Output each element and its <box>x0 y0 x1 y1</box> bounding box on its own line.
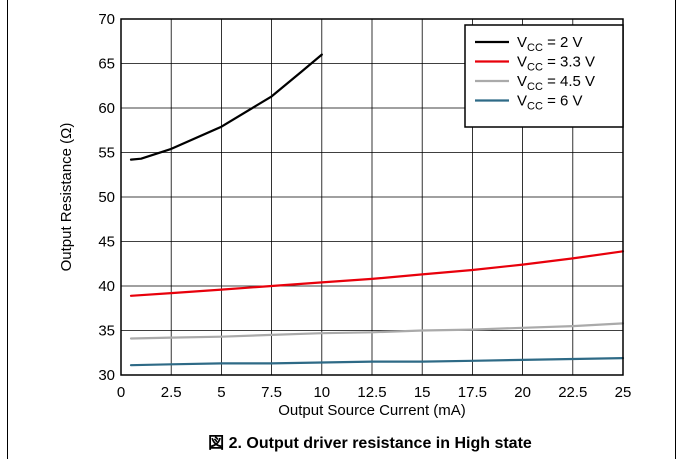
series-line-0 <box>129 53 323 161</box>
x-tick-label: 17.5 <box>458 384 487 401</box>
figure-caption: 図 2. Output driver resistance in High st… <box>208 434 532 452</box>
legend-label-1: VCC = 3.3 V <box>517 54 595 74</box>
x-tick-label: 12.5 <box>357 384 386 401</box>
y-tick-label: 55 <box>98 145 115 162</box>
x-axis-title: Output Source Current (mA) <box>278 402 466 419</box>
y-tick-label: 50 <box>98 189 115 206</box>
x-tick-label: 0 <box>117 384 125 401</box>
legend-label-0: VCC = 2 V <box>517 34 583 54</box>
legend-label-2: VCC = 4.5 V <box>517 73 595 93</box>
series-line-2 <box>129 322 625 340</box>
legend-label-3: VCC = 6 V <box>517 93 583 113</box>
series-lines <box>129 53 625 367</box>
chart: 0 2.5 5 7.5 10 12.5 15 17.5 20 22.5 25 30 35 40 45 50 5… <box>58 11 632 452</box>
x-tick-label: 10 <box>313 384 330 401</box>
x-tick-label: 15 <box>414 384 431 401</box>
y-tick-labels: 30 35 40 45 50 55 60 65 70 <box>98 11 115 384</box>
x-tick-label: 20 <box>514 384 531 401</box>
x-tick-label: 7.5 <box>261 384 282 401</box>
x-tick-label: 25 <box>615 384 632 401</box>
y-tick-label: 45 <box>98 234 115 251</box>
y-tick-label: 70 <box>98 11 115 28</box>
figure-frame: 0 2.5 5 7.5 10 12.5 15 17.5 20 22.5 25 30 35 40 45 50 5… <box>7 0 676 459</box>
x-tick-labels: 0 2.5 5 7.5 10 12.5 15 17.5 20 22.5 25 <box>117 384 632 401</box>
x-tick-label: 2.5 <box>161 384 182 401</box>
y-tick-label: 35 <box>98 323 115 340</box>
y-axis-title: Output Resistance (Ω) <box>58 123 75 272</box>
y-tick-label: 40 <box>98 278 115 295</box>
y-tick-label: 30 <box>98 367 115 384</box>
x-tick-label: 22.5 <box>558 384 587 401</box>
y-tick-label: 65 <box>98 56 115 73</box>
y-tick-label: 60 <box>98 100 115 117</box>
x-tick-label: 5 <box>217 384 225 401</box>
plot-border <box>120 18 624 376</box>
series-line-1 <box>129 250 625 297</box>
series-line-3 <box>129 357 625 367</box>
